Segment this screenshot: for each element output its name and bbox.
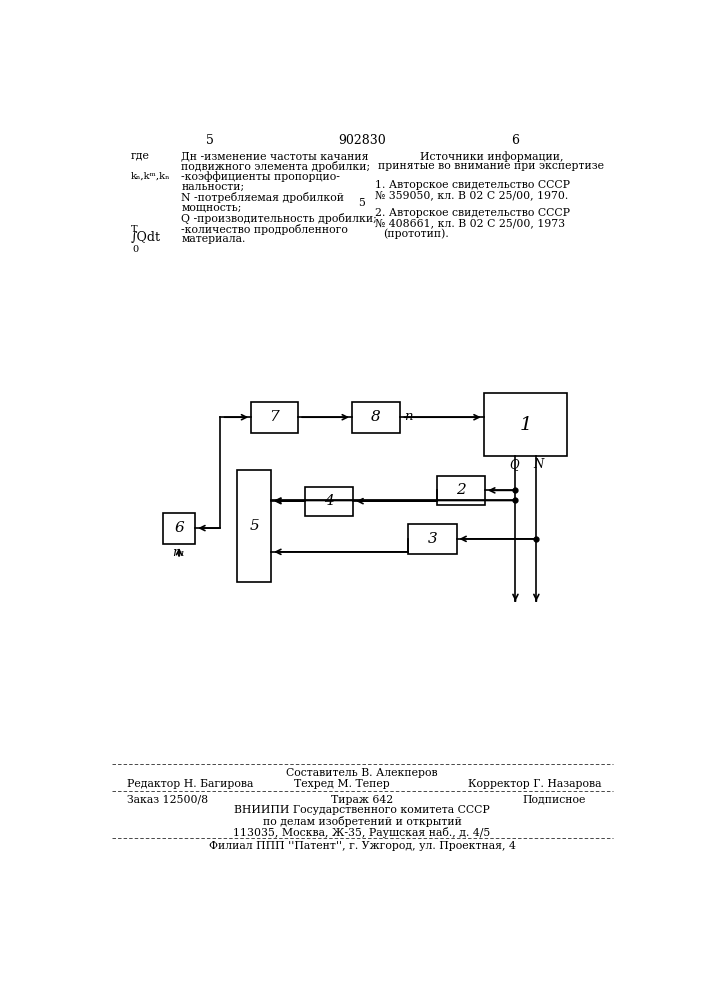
Text: Филиал ППП ''Патент'', г. Ужгород, ул. Проектная, 4: Филиал ППП ''Патент'', г. Ужгород, ул. П… [209,841,515,851]
Text: Источники информации,: Источники информации, [420,151,563,162]
Text: Q -производительность дробилки;: Q -производительность дробилки; [182,213,377,224]
Text: 7: 7 [269,410,279,424]
Text: материала.: материала. [182,234,246,244]
Text: Редактор Н. Багирова: Редактор Н. Багирова [127,779,254,789]
Text: 8: 8 [371,410,381,424]
Bar [409,524,457,554]
Text: где: где [131,151,150,161]
Text: подвижного элемента дробилки;: подвижного элемента дробилки; [182,161,370,172]
Text: -количество продробленного: -количество продробленного [182,224,349,235]
Text: 1: 1 [519,416,532,434]
Text: Заказ 12500/8: Заказ 12500/8 [127,795,209,805]
Text: 0: 0 [132,245,139,254]
Text: 6: 6 [174,521,184,535]
Text: Подписное: Подписное [522,795,586,805]
Text: ∫Qdt: ∫Qdt [131,231,161,244]
Text: (прототип).: (прототип). [383,229,449,239]
Bar [484,393,567,456]
Text: Тираж 642: Тираж 642 [331,795,393,805]
Text: Корректор Г. Назарова: Корректор Г. Назарова [468,779,602,789]
Text: Составитель В. Алекперов: Составитель В. Алекперов [286,768,438,778]
Text: 113035, Москва, Ж-35, Раушская наб., д. 4/5: 113035, Москва, Ж-35, Раушская наб., д. … [233,827,491,838]
Text: 3: 3 [428,532,438,546]
Bar [437,476,485,505]
Text: N -потребляемая дробилкой: N -потребляемая дробилкой [182,192,344,203]
Bar [352,402,400,433]
Text: 5: 5 [250,519,259,533]
Text: -коэффициенты пропорцио-: -коэффициенты пропорцио- [182,172,340,182]
Text: по делам изобретений и открытий: по делам изобретений и открытий [262,816,462,827]
Text: ВНИИПИ Государственного комитета СССР: ВНИИПИ Государственного комитета СССР [234,805,490,815]
Text: № 408661, кл. В 02 С 25/00, 1973: № 408661, кл. В 02 С 25/00, 1973 [375,218,566,228]
Bar [237,470,271,582]
Text: T: T [131,225,138,234]
Text: Дн -изменение частоты качания: Дн -изменение частоты качания [182,151,369,161]
Text: 2. Авторское свидетельство СССР: 2. Авторское свидетельство СССР [375,208,570,218]
Text: kₙ,kᵐ,kₙ: kₙ,kᵐ,kₙ [131,172,170,181]
Text: 5: 5 [358,198,366,208]
Bar [251,402,298,433]
Text: 6: 6 [510,134,519,147]
Text: n: n [404,410,412,423]
Text: Q: Q [509,458,519,471]
Text: принятые во внимание при экспертизе: принятые во внимание при экспертизе [378,161,604,171]
Text: N: N [533,458,543,471]
Text: мощность;: мощность; [182,203,242,213]
Text: 902830: 902830 [338,134,386,147]
Text: Техред М. Тепер: Техред М. Тепер [293,779,390,789]
Text: 1. Авторское свидетельство СССР: 1. Авторское свидетельство СССР [375,180,570,190]
Text: 5: 5 [206,134,214,147]
Text: нальности;: нальности; [182,182,245,192]
Text: 4: 4 [325,494,334,508]
Bar [305,487,354,516]
Text: n₁: n₁ [173,546,185,559]
Bar [163,513,195,544]
Text: № 359050, кл. В 02 С 25/00, 1970.: № 359050, кл. В 02 С 25/00, 1970. [375,190,568,200]
Text: 2: 2 [456,483,466,497]
